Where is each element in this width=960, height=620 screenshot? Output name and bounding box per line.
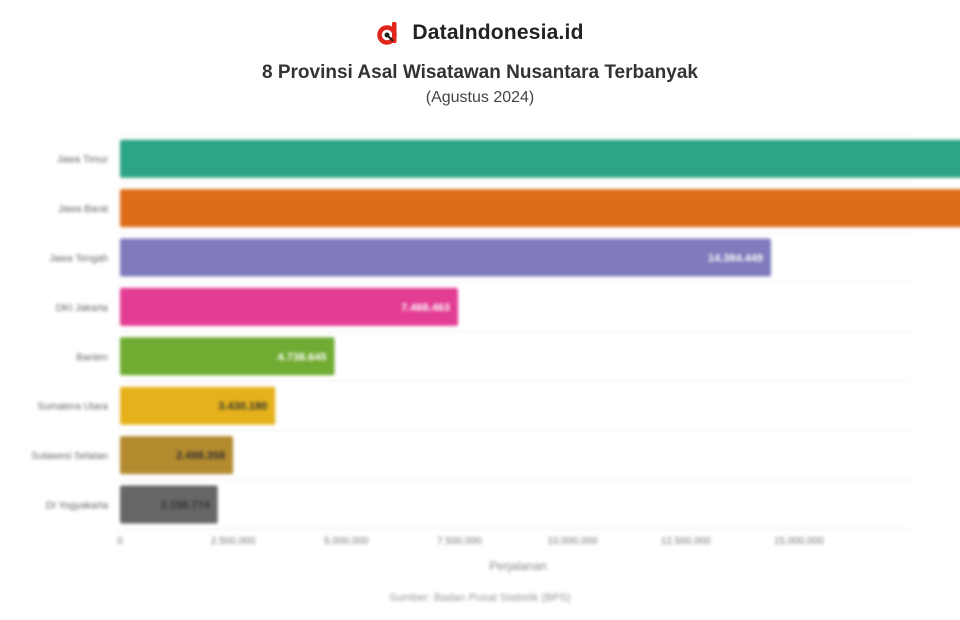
x-tick-label: 0 (117, 536, 123, 547)
axes: Jawa Timur Jawa Barat Jawa Tengah DKI Jakar… (31, 155, 824, 573)
bar-value-label: 14.384.449 (708, 253, 763, 265)
bar-sumatera-utara[interactable] (120, 386, 276, 425)
x-tick-label: 10.000.000 (548, 536, 598, 547)
x-tick-label: 5.000.000 (324, 536, 369, 547)
x-tick-label: 2.500.000 (211, 536, 256, 547)
bar-banten[interactable] (120, 337, 335, 376)
bar-di-yogyakarta[interactable] (120, 485, 218, 524)
category-label: DKI Jakarta (56, 303, 109, 314)
category-label: Jawa Barat (58, 204, 108, 215)
bar-value-label: 2.158.774 (161, 500, 211, 512)
x-tick-label: 12.500.000 (661, 536, 711, 547)
bar-value-label: 2.498.358 (176, 450, 225, 462)
brand-name: DataIndonesia.id (412, 21, 584, 44)
category-label: Sumatera Utara (37, 402, 108, 413)
bar-dki-jakarta[interactable] (120, 287, 459, 326)
category-label: Sulawesi Selatan (31, 451, 108, 462)
bar-sulawesi-selatan[interactable] (120, 436, 234, 475)
chart-subtitle: (Agustus 2024) (425, 89, 535, 106)
x-tick-label: 15.000.000 (774, 536, 824, 547)
x-tick-label: 7.500.000 (437, 536, 482, 547)
brand-header: DataIndonesia.id (0, 20, 960, 46)
chart-title: 8 Provinsi Asal Wisatawan Nusantara Terb… (262, 62, 698, 83)
bar-value-label: 4.738.645 (278, 351, 327, 363)
grid-lines (120, 133, 912, 530)
bar-jawa-timur[interactable] (120, 139, 960, 178)
bar-jawa-barat[interactable] (120, 189, 960, 228)
bars: 20.836.13620.487.74514.384.4497.468.4634… (120, 139, 960, 524)
chart-source: Sumber: Badan Pusat Statistik (BPS) (389, 592, 571, 604)
category-label: Banten (76, 352, 108, 363)
category-label: Jawa Timur (57, 155, 109, 166)
bar-value-label: 3.430.180 (218, 401, 267, 413)
dataindonesia-logo-icon (377, 22, 398, 45)
category-label: Jawa Tengah (49, 254, 108, 265)
x-axis-label: Perjalanan (489, 559, 546, 573)
bar-jawa-tengah[interactable] (120, 238, 771, 277)
bar-value-label: 7.468.463 (401, 302, 450, 314)
category-label: DI Yogyakarta (46, 501, 109, 512)
